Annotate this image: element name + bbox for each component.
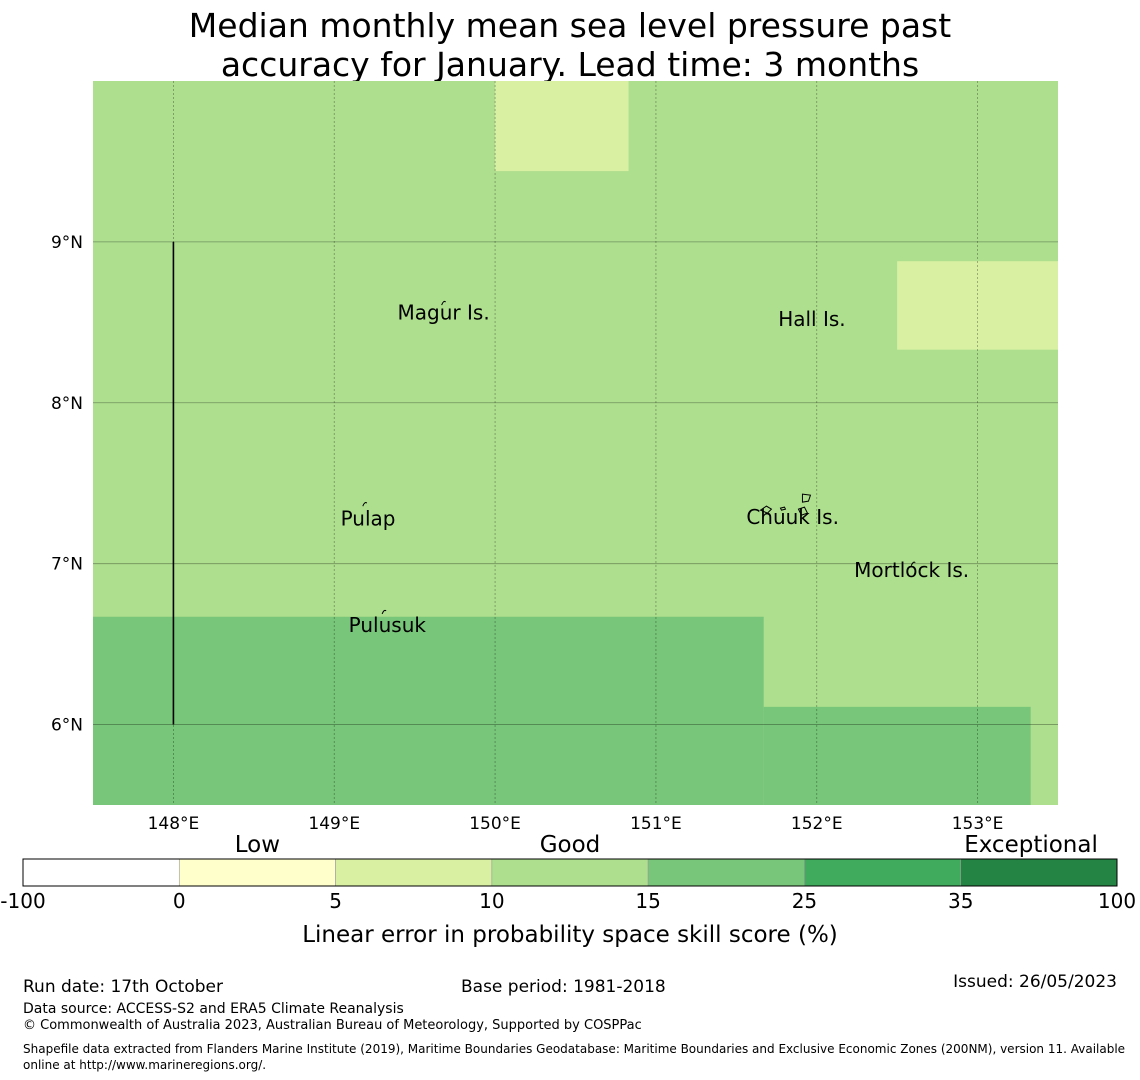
colorbar-tick-label: 35 — [948, 889, 973, 913]
place-label: Magur Is. — [398, 301, 490, 325]
skill-region-0 — [495, 81, 629, 172]
colorbar-swatch — [647, 858, 805, 887]
colorbar-swatch — [804, 858, 962, 887]
lon-tick-label: 152°E — [791, 814, 843, 834]
island-outline — [381, 609, 387, 615]
lon-tick-label: 148°E — [148, 814, 200, 834]
chart-title: Median monthly mean sea level pressure p… — [0, 6, 1140, 84]
data-source: Data source: ACCESS-S2 and ERA5 Climate … — [23, 1001, 404, 1017]
colorbar-swatch — [960, 858, 1118, 887]
shapefile-credit-line-2: online at http://www.marineregions.org/. — [23, 1058, 267, 1072]
colorbar-tick-label: 10 — [479, 889, 504, 913]
chuuk-island-outline — [779, 506, 787, 511]
place-label: Chuuk Is. — [746, 505, 839, 529]
colorbar-category-label: Good — [540, 832, 601, 858]
lon-tick-label: 153°E — [952, 814, 1004, 834]
colorbar-tick-label: 25 — [792, 889, 817, 913]
lat-tick-label: 9°N — [51, 233, 83, 253]
colorbar-tick-label: 15 — [635, 889, 660, 913]
place-label: Pulusuk — [349, 613, 427, 637]
lon-tick-label: 149°E — [308, 814, 360, 834]
run-date: Run date: 17th October — [23, 977, 223, 997]
skill-region-1 — [897, 261, 1058, 350]
skill-region-3 — [763, 706, 1031, 805]
colorbar-tick-label: 100 — [1098, 889, 1136, 913]
place-label: Mortlock Is. — [854, 558, 969, 582]
island-outline — [362, 502, 368, 507]
chuuk-island-outline — [797, 506, 809, 516]
colorbar-swatch — [22, 858, 180, 887]
colorbar-swatch — [178, 858, 336, 887]
colorbar-frame — [22, 858, 1118, 887]
island-outline — [441, 300, 446, 306]
colorbar-category-label: Exceptional — [964, 832, 1098, 858]
colorbar-tick-label: 0 — [173, 889, 186, 913]
map-figure: 148°E 149°E 150°E 151°E 152°E 153°E 6°N 7°N 8°N 9… — [0, 81, 1136, 948]
colorbar-swatch — [491, 858, 649, 887]
lon-tick-label: 150°E — [469, 814, 521, 834]
colorbar-swatch — [335, 858, 493, 887]
lat-tick-label: 7°N — [51, 555, 83, 575]
issued-date: Issued: 26/05/2023 — [953, 972, 1117, 992]
shapefile-credit-line-1: Shapefile data extracted from Flanders M… — [23, 1042, 1126, 1056]
lat-tick-label: 6°N — [51, 716, 83, 736]
place-label: Hall Is. — [778, 307, 845, 331]
shapefile-credit: Shapefile data extracted from Flanders M… — [23, 1041, 1125, 1073]
title-line-2: accuracy for January. Lead time: 3 month… — [220, 45, 920, 84]
island-outline — [910, 561, 916, 566]
chuuk-island-outline — [759, 505, 773, 514]
colorbar-label: Linear error in probability space skill … — [302, 922, 838, 948]
chuuk-island-outline — [801, 493, 812, 503]
colorbar-tick-label: 5 — [329, 889, 342, 913]
map-plot-area: 148°E 149°E 150°E 151°E 152°E 153°E 6°N 7°N 8°N 9… — [51, 81, 1058, 834]
lon-tick-label: 151°E — [630, 814, 682, 834]
title-line-1: Median monthly mean sea level pressure p… — [188, 6, 952, 45]
base-period: Base period: 1981-2018 — [461, 977, 666, 997]
colorbar-category-label: Low — [235, 832, 280, 858]
lat-tick-label: 8°N — [51, 394, 83, 414]
place-label: Pulap — [341, 507, 396, 531]
skill-region-2 — [93, 616, 764, 805]
colorbar: -100 0 5 10 15 25 35 100 Low Good Exceptional — [0, 832, 1136, 913]
colorbar-tick-label: -100 — [0, 889, 45, 913]
copyright: © Commonwealth of Australia 2023, Austra… — [23, 1018, 642, 1033]
